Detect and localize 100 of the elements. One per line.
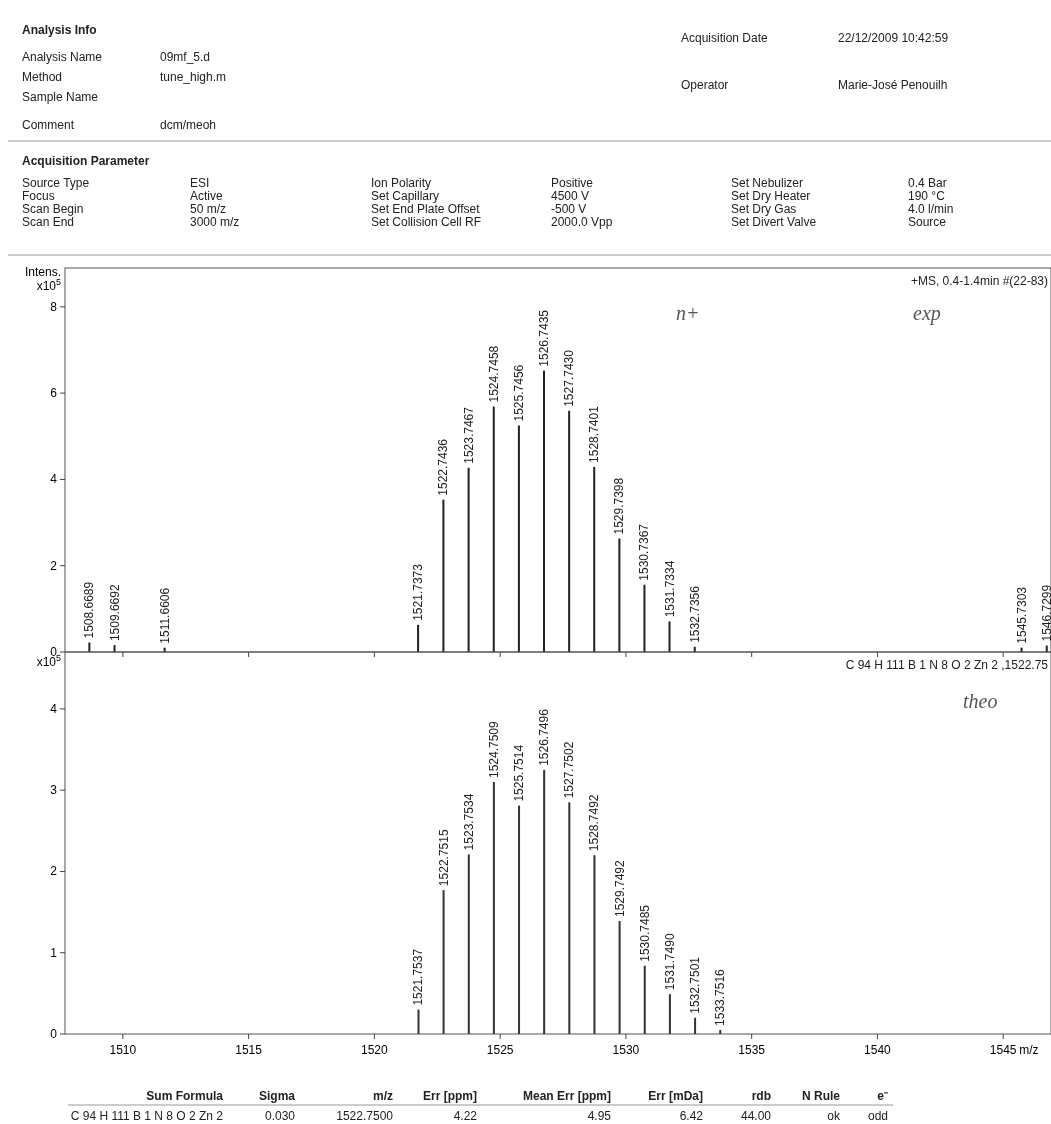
bar xyxy=(543,370,545,652)
bar xyxy=(417,1009,420,1034)
bar xyxy=(593,466,596,652)
text: Sum Formula xyxy=(146,1089,224,1103)
annotation: 1524.7458 xyxy=(486,345,501,403)
text: 0.4 Bar xyxy=(908,176,947,190)
text: dcm/meoh xyxy=(160,118,217,132)
x-tick-label: 1540 xyxy=(864,1043,892,1057)
text: 4.0 l/min xyxy=(908,202,954,216)
text: Mean Err [ppm] xyxy=(522,1089,611,1103)
x-tick-label: 1535 xyxy=(738,1043,766,1057)
annotation: 1530.7367 xyxy=(637,523,652,581)
bar xyxy=(568,410,571,652)
bar xyxy=(543,769,546,1034)
text: Analysis Info xyxy=(22,23,97,37)
bar xyxy=(719,1029,722,1034)
text: ESI xyxy=(190,176,210,190)
annotation: 1528.7401 xyxy=(587,405,602,463)
text: Set Divert Valve xyxy=(731,215,817,229)
bar xyxy=(643,965,646,1034)
x-tick-label: 1510 xyxy=(109,1043,137,1057)
annotation: 1524.7509 xyxy=(486,720,501,779)
bar xyxy=(593,855,596,1034)
text: Source xyxy=(908,215,947,229)
annotation: theo xyxy=(963,690,998,712)
bar xyxy=(668,994,671,1034)
bar xyxy=(643,584,646,652)
x-tick-label: 1545 xyxy=(989,1043,1017,1057)
text: odd xyxy=(867,1109,888,1123)
text: m/z xyxy=(372,1089,393,1103)
y-axis-title: Intens. x10$^{5}$ xyxy=(24,265,61,293)
annotation: 1525.7514 xyxy=(512,744,527,802)
text: Analysis Name xyxy=(22,50,103,64)
x-axis-title: m/z xyxy=(1019,1043,1039,1057)
text: Err [ppm] xyxy=(423,1089,477,1103)
annotation: 1509.6692 xyxy=(107,584,122,642)
x-tick-label: 1525 xyxy=(486,1043,514,1057)
text: 2000.0 Vpp xyxy=(551,215,613,229)
text: Set Dry Heater xyxy=(731,189,811,203)
annotation: n+ xyxy=(676,302,700,324)
text: Scan Begin xyxy=(22,202,84,216)
y-tick-label: 2 xyxy=(50,558,58,573)
annotation: 1522.7436 xyxy=(436,438,451,496)
annotation: 1526.7496 xyxy=(537,708,552,766)
annotation: 1521.7373 xyxy=(411,563,426,621)
text: Set End Plate Offset xyxy=(371,202,481,216)
annotation: 1523.7467 xyxy=(461,406,476,464)
y-tick-label: 6 xyxy=(50,386,58,401)
bar xyxy=(618,921,621,1034)
annotation: 1522.7515 xyxy=(436,829,451,887)
annotation: 1527.7430 xyxy=(562,349,577,407)
text: Acquisition Date xyxy=(681,31,769,45)
text: Active xyxy=(190,189,223,203)
text: tune_high.m xyxy=(160,70,227,84)
annotation: 1529.7398 xyxy=(612,477,627,535)
text: Set Nebulizer xyxy=(731,176,804,190)
annotation: 1546.7299 xyxy=(1039,584,1051,642)
bar xyxy=(618,538,621,652)
text: 1522.7500 xyxy=(336,1109,394,1123)
annotation: +MS, 0.4-1.4min #(22-83) xyxy=(910,274,1048,288)
annotation: 1532.7356 xyxy=(687,585,702,643)
bar xyxy=(417,624,420,652)
annotation: 1545.7303 xyxy=(1014,586,1029,644)
text: Set Collision Cell RF xyxy=(371,215,482,229)
y-tick-label: 4 xyxy=(50,472,58,487)
text: 6.42 xyxy=(679,1109,704,1123)
x-tick-label: 1515 xyxy=(235,1043,263,1057)
text: Operator xyxy=(681,78,729,92)
text: Set Capillary xyxy=(371,189,440,203)
annotation: exp xyxy=(913,302,941,325)
source-note: Source Type xyxy=(22,176,90,190)
annotation: 1533.7516 xyxy=(713,968,728,1026)
annotation: 1532.7501 xyxy=(688,956,703,1014)
bar xyxy=(517,425,520,652)
bar xyxy=(467,854,470,1034)
annotation: 1525.7456 xyxy=(511,364,526,422)
annotation: C 94 H 111 B 1 N 8 O 2 Zn 2 ,1522.75 xyxy=(845,658,1049,672)
text: Positive xyxy=(551,176,594,190)
text: Method xyxy=(22,70,63,84)
text: ok xyxy=(827,1109,841,1123)
annotation: 1526.7435 xyxy=(537,309,551,367)
text: e⁻ xyxy=(877,1089,888,1103)
text: 190 °C xyxy=(908,189,946,203)
text: Sigma xyxy=(258,1089,296,1103)
text: 09mf_5.d xyxy=(160,50,211,64)
text: Ion Polarity xyxy=(371,176,432,190)
text: -500 V xyxy=(551,202,587,216)
y-tick-label: 3 xyxy=(50,783,58,798)
annotation: 1511.6606 xyxy=(157,587,172,644)
text: Marie-José Penouilh xyxy=(838,78,948,92)
annotation: 1521.7537 xyxy=(411,948,426,1006)
text: 4.95 xyxy=(587,1109,612,1123)
x-tick-label: 1520 xyxy=(361,1043,389,1057)
text: C 94 H 111 B 1 N 8 O 2 Zn 2 xyxy=(70,1109,224,1123)
bar xyxy=(467,467,470,652)
text: Acquisition Parameter xyxy=(22,154,150,168)
annotation: 1523.7534 xyxy=(461,793,476,851)
y-tick-label: 8 xyxy=(50,299,58,314)
text: 50 m/z xyxy=(190,202,227,216)
text: 3000 m/z xyxy=(190,215,240,229)
